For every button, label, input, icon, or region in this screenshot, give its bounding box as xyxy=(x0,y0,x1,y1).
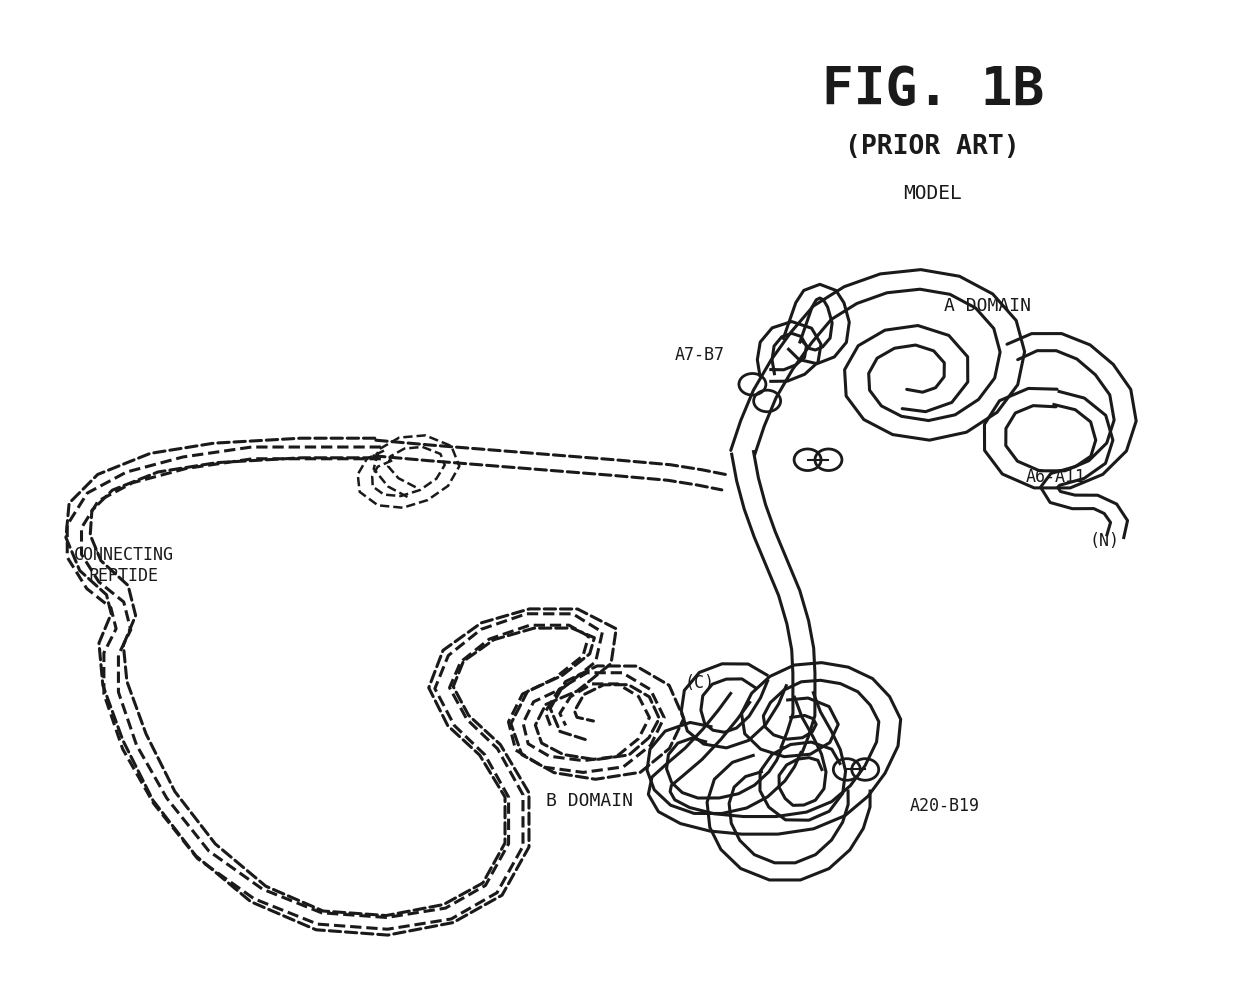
Text: FIG. 1B: FIG. 1B xyxy=(822,65,1044,116)
Text: (PRIOR ART): (PRIOR ART) xyxy=(846,134,1021,160)
Text: B DOMAIN: B DOMAIN xyxy=(546,792,632,810)
Text: A DOMAIN: A DOMAIN xyxy=(945,297,1032,315)
Text: (N): (N) xyxy=(1089,532,1120,550)
Text: (C): (C) xyxy=(684,674,714,692)
Text: A6-A11: A6-A11 xyxy=(1025,468,1085,486)
Text: A20-B19: A20-B19 xyxy=(910,797,980,815)
Text: CONNECTING
PEPTIDE: CONNECTING PEPTIDE xyxy=(73,547,174,585)
Text: A7-B7: A7-B7 xyxy=(675,346,724,364)
Text: MODEL: MODEL xyxy=(903,184,962,203)
